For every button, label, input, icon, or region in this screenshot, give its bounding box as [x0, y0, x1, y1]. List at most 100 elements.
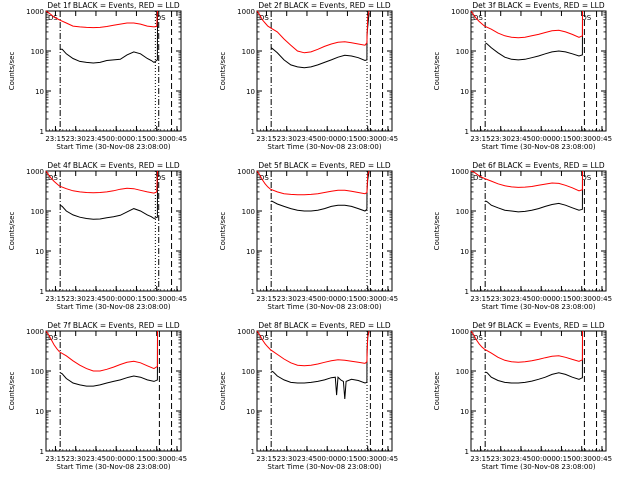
panel-3: Det 3f BLACK = Events, RED = LLD 1 10 100 10… [433, 1, 612, 151]
ds-annotation: DS [581, 14, 591, 22]
ds-annotation: DS [156, 174, 166, 182]
x-axis-label: Start Time (30-Nov-08 23:08:00) [267, 463, 381, 471]
panel-title: Det 4f BLACK = Events, RED = LLD [47, 161, 180, 170]
y-tick-label: 1000 [237, 328, 255, 336]
x-tick-label: 23:30 [277, 455, 297, 463]
panel-title: Det 8f BLACK = Events, RED = LLD [258, 321, 391, 330]
ds-annotation: DS [48, 14, 58, 22]
x-tick-label: 23:30 [66, 455, 86, 463]
y-tick-label: 1000 [237, 8, 255, 16]
panel-title: Det 7f BLACK = Events, RED = LLD [47, 321, 180, 330]
y-tick-label: 100 [31, 208, 44, 216]
ds-annotation: DS [473, 174, 483, 182]
plot-frame [45, 330, 182, 452]
series-lld [45, 170, 158, 194]
x-tick-label: 00:30 [572, 455, 592, 463]
x-tick-label: 23:45 [86, 455, 106, 463]
x-tick-label: 00:15 [337, 135, 357, 143]
ds-annotation: DS [581, 174, 591, 182]
x-tick-label: 00:45 [592, 455, 612, 463]
y-axis-label: Counts/sec [219, 52, 227, 91]
plot-frame [256, 10, 393, 132]
x-axis-label: Start Time (30-Nov-08 23:08:00) [56, 143, 170, 151]
x-axis-label: Start Time (30-Nov-08 23:08:00) [481, 303, 595, 311]
y-axis-label: Counts/sec [433, 212, 441, 251]
x-tick-label: 23:15 [45, 295, 65, 303]
x-tick-label: 00:15 [551, 295, 571, 303]
series-events [485, 170, 583, 213]
x-tick-label: 23:30 [66, 295, 86, 303]
y-axis-label: Counts/sec [219, 372, 227, 411]
x-tick-label: 23:45 [511, 135, 531, 143]
series-events [270, 12, 370, 69]
x-tick-label: 23:15 [256, 455, 276, 463]
x-tick-label: 00:00 [106, 135, 126, 143]
x-tick-label: 00:15 [337, 295, 357, 303]
y-tick-label: 100 [31, 368, 44, 376]
panel-5: Det 5f BLACK = Events, RED = LLD 1 10 100 10… [219, 161, 398, 311]
y-axis-label: Counts/sec [8, 212, 16, 251]
y-tick-label: 1 [251, 128, 255, 136]
x-tick-label: 23:15 [256, 135, 276, 143]
y-tick-label: 1 [465, 128, 469, 136]
y-tick-label: 10 [35, 88, 44, 96]
plot-frame [256, 170, 393, 292]
y-tick-label: 100 [242, 368, 255, 376]
x-tick-label: 00:00 [317, 135, 337, 143]
ds-annotation: DS [473, 14, 483, 22]
ds-annotation: DS [259, 14, 269, 22]
x-tick-label: 23:15 [470, 135, 490, 143]
x-tick-label: 23:45 [297, 295, 317, 303]
x-tick-label: 23:45 [86, 295, 106, 303]
y-tick-label: 1 [465, 288, 469, 296]
panel-7: Det 7f BLACK = Events, RED = LLD 1 10 100 10… [8, 321, 187, 471]
y-tick-label: 10 [460, 408, 469, 416]
x-tick-label: 00:30 [147, 295, 167, 303]
y-tick-label: 10 [35, 248, 44, 256]
y-tick-label: 100 [456, 368, 469, 376]
y-tick-label: 100 [456, 48, 469, 56]
x-tick-label: 00:00 [531, 135, 551, 143]
x-tick-label: 00:30 [572, 295, 592, 303]
x-tick-label: 00:30 [358, 135, 378, 143]
y-tick-label: 100 [242, 48, 255, 56]
series-lld [45, 10, 158, 29]
x-tick-label: 00:45 [167, 135, 187, 143]
x-tick-label: 23:45 [297, 135, 317, 143]
plot-frame [470, 330, 607, 452]
x-tick-label: 23:45 [86, 135, 106, 143]
series-lld [470, 10, 583, 39]
panel-title: Det 3f BLACK = Events, RED = LLD [472, 1, 605, 10]
x-tick-label: 23:30 [491, 455, 511, 463]
y-tick-label: 10 [246, 248, 255, 256]
panel-6: Det 6f BLACK = Events, RED = LLD 1 10 100 10… [433, 161, 612, 311]
x-axis-label: Start Time (30-Nov-08 23:08:00) [481, 143, 595, 151]
panel-title: Det 1f BLACK = Events, RED = LLD [47, 1, 180, 10]
series-lld [256, 10, 370, 54]
panel-1: Det 1f BLACK = Events, RED = LLD 1 10 100 10… [8, 1, 187, 151]
y-axis-label: Counts/sec [8, 372, 16, 411]
x-axis-label: Start Time (30-Nov-08 23:08:00) [56, 463, 170, 471]
x-tick-label: 00:15 [337, 455, 357, 463]
x-tick-label: 00:30 [147, 135, 167, 143]
ds-annotation: DS [48, 174, 58, 182]
panel-title: Det 5f BLACK = Events, RED = LLD [258, 161, 391, 170]
ds-annotation: DS [48, 334, 58, 342]
ds-annotation: DS [473, 334, 483, 342]
x-tick-label: 00:00 [531, 295, 551, 303]
panel-4: Det 4f BLACK = Events, RED = LLD 1 10 100 10… [8, 161, 187, 311]
y-tick-label: 1 [465, 448, 469, 456]
ds-annotation: DS [259, 334, 269, 342]
series-lld [470, 330, 583, 363]
x-tick-label: 00:45 [167, 295, 187, 303]
x-tick-label: 00:00 [317, 295, 337, 303]
plot-frame [45, 10, 182, 132]
panel-title: Det 6f BLACK = Events, RED = LLD [472, 161, 605, 170]
series-events [271, 330, 370, 400]
ds-annotation: DS [156, 14, 166, 22]
x-tick-label: 23:45 [511, 295, 531, 303]
x-tick-label: 00:15 [126, 295, 146, 303]
series-events [60, 12, 158, 64]
x-axis-label: Start Time (30-Nov-08 23:08:00) [267, 303, 381, 311]
